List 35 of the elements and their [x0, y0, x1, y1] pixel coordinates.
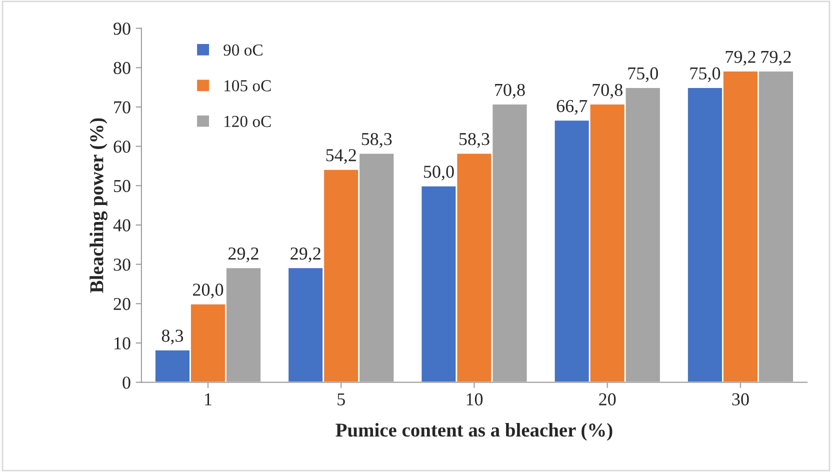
y-tick-label: 0 [122, 376, 130, 389]
data-label: 70,8 [495, 84, 525, 99]
data-label: 75,0 [690, 67, 720, 82]
data-label: 79,2 [761, 50, 791, 66]
x-tick-label: 10 [466, 393, 483, 406]
x-tick-label: 5 [338, 393, 345, 406]
y-tick-label: 70 [114, 101, 130, 114]
data-label: 58,3 [459, 132, 490, 148]
data-label: 8,3 [162, 330, 184, 344]
data-label: 58,3 [362, 132, 392, 148]
y-tick-label: 20 [114, 298, 130, 310]
y-tick-label: 30 [114, 258, 130, 271]
data-label: 79,2 [726, 50, 756, 66]
x-tick-label: 1 [205, 393, 212, 406]
y-tick-label: 50 [114, 180, 130, 192]
data-label: 50,0 [424, 166, 454, 180]
y-axis-title: Bleaching power (%) [90, 118, 108, 293]
y-tick-label: 10 [114, 337, 130, 350]
x-axis-title: Pumice content as a bleacher (%) [336, 423, 612, 441]
x-tick-label: 20 [599, 393, 616, 406]
legend-label: 105 oC [224, 80, 271, 92]
x-tick-label: 30 [732, 393, 749, 406]
y-tick-label: 40 [113, 219, 130, 232]
data-label: 66,7 [556, 100, 588, 115]
legend-label: 90 oC [224, 44, 262, 56]
data-label: 75,0 [628, 67, 658, 82]
y-tick-label: 80 [114, 62, 130, 74]
data-label: 29,2 [290, 248, 320, 262]
data-label: 70,8 [592, 84, 622, 99]
data-label: 29,2 [228, 248, 258, 262]
data-label: 54,2 [326, 149, 356, 164]
data-label: 20,0 [192, 284, 224, 298]
y-tick-label: 60 [114, 140, 130, 153]
y-tick-label: 90 [114, 22, 130, 35]
legend-label: 120 oC [224, 116, 271, 128]
